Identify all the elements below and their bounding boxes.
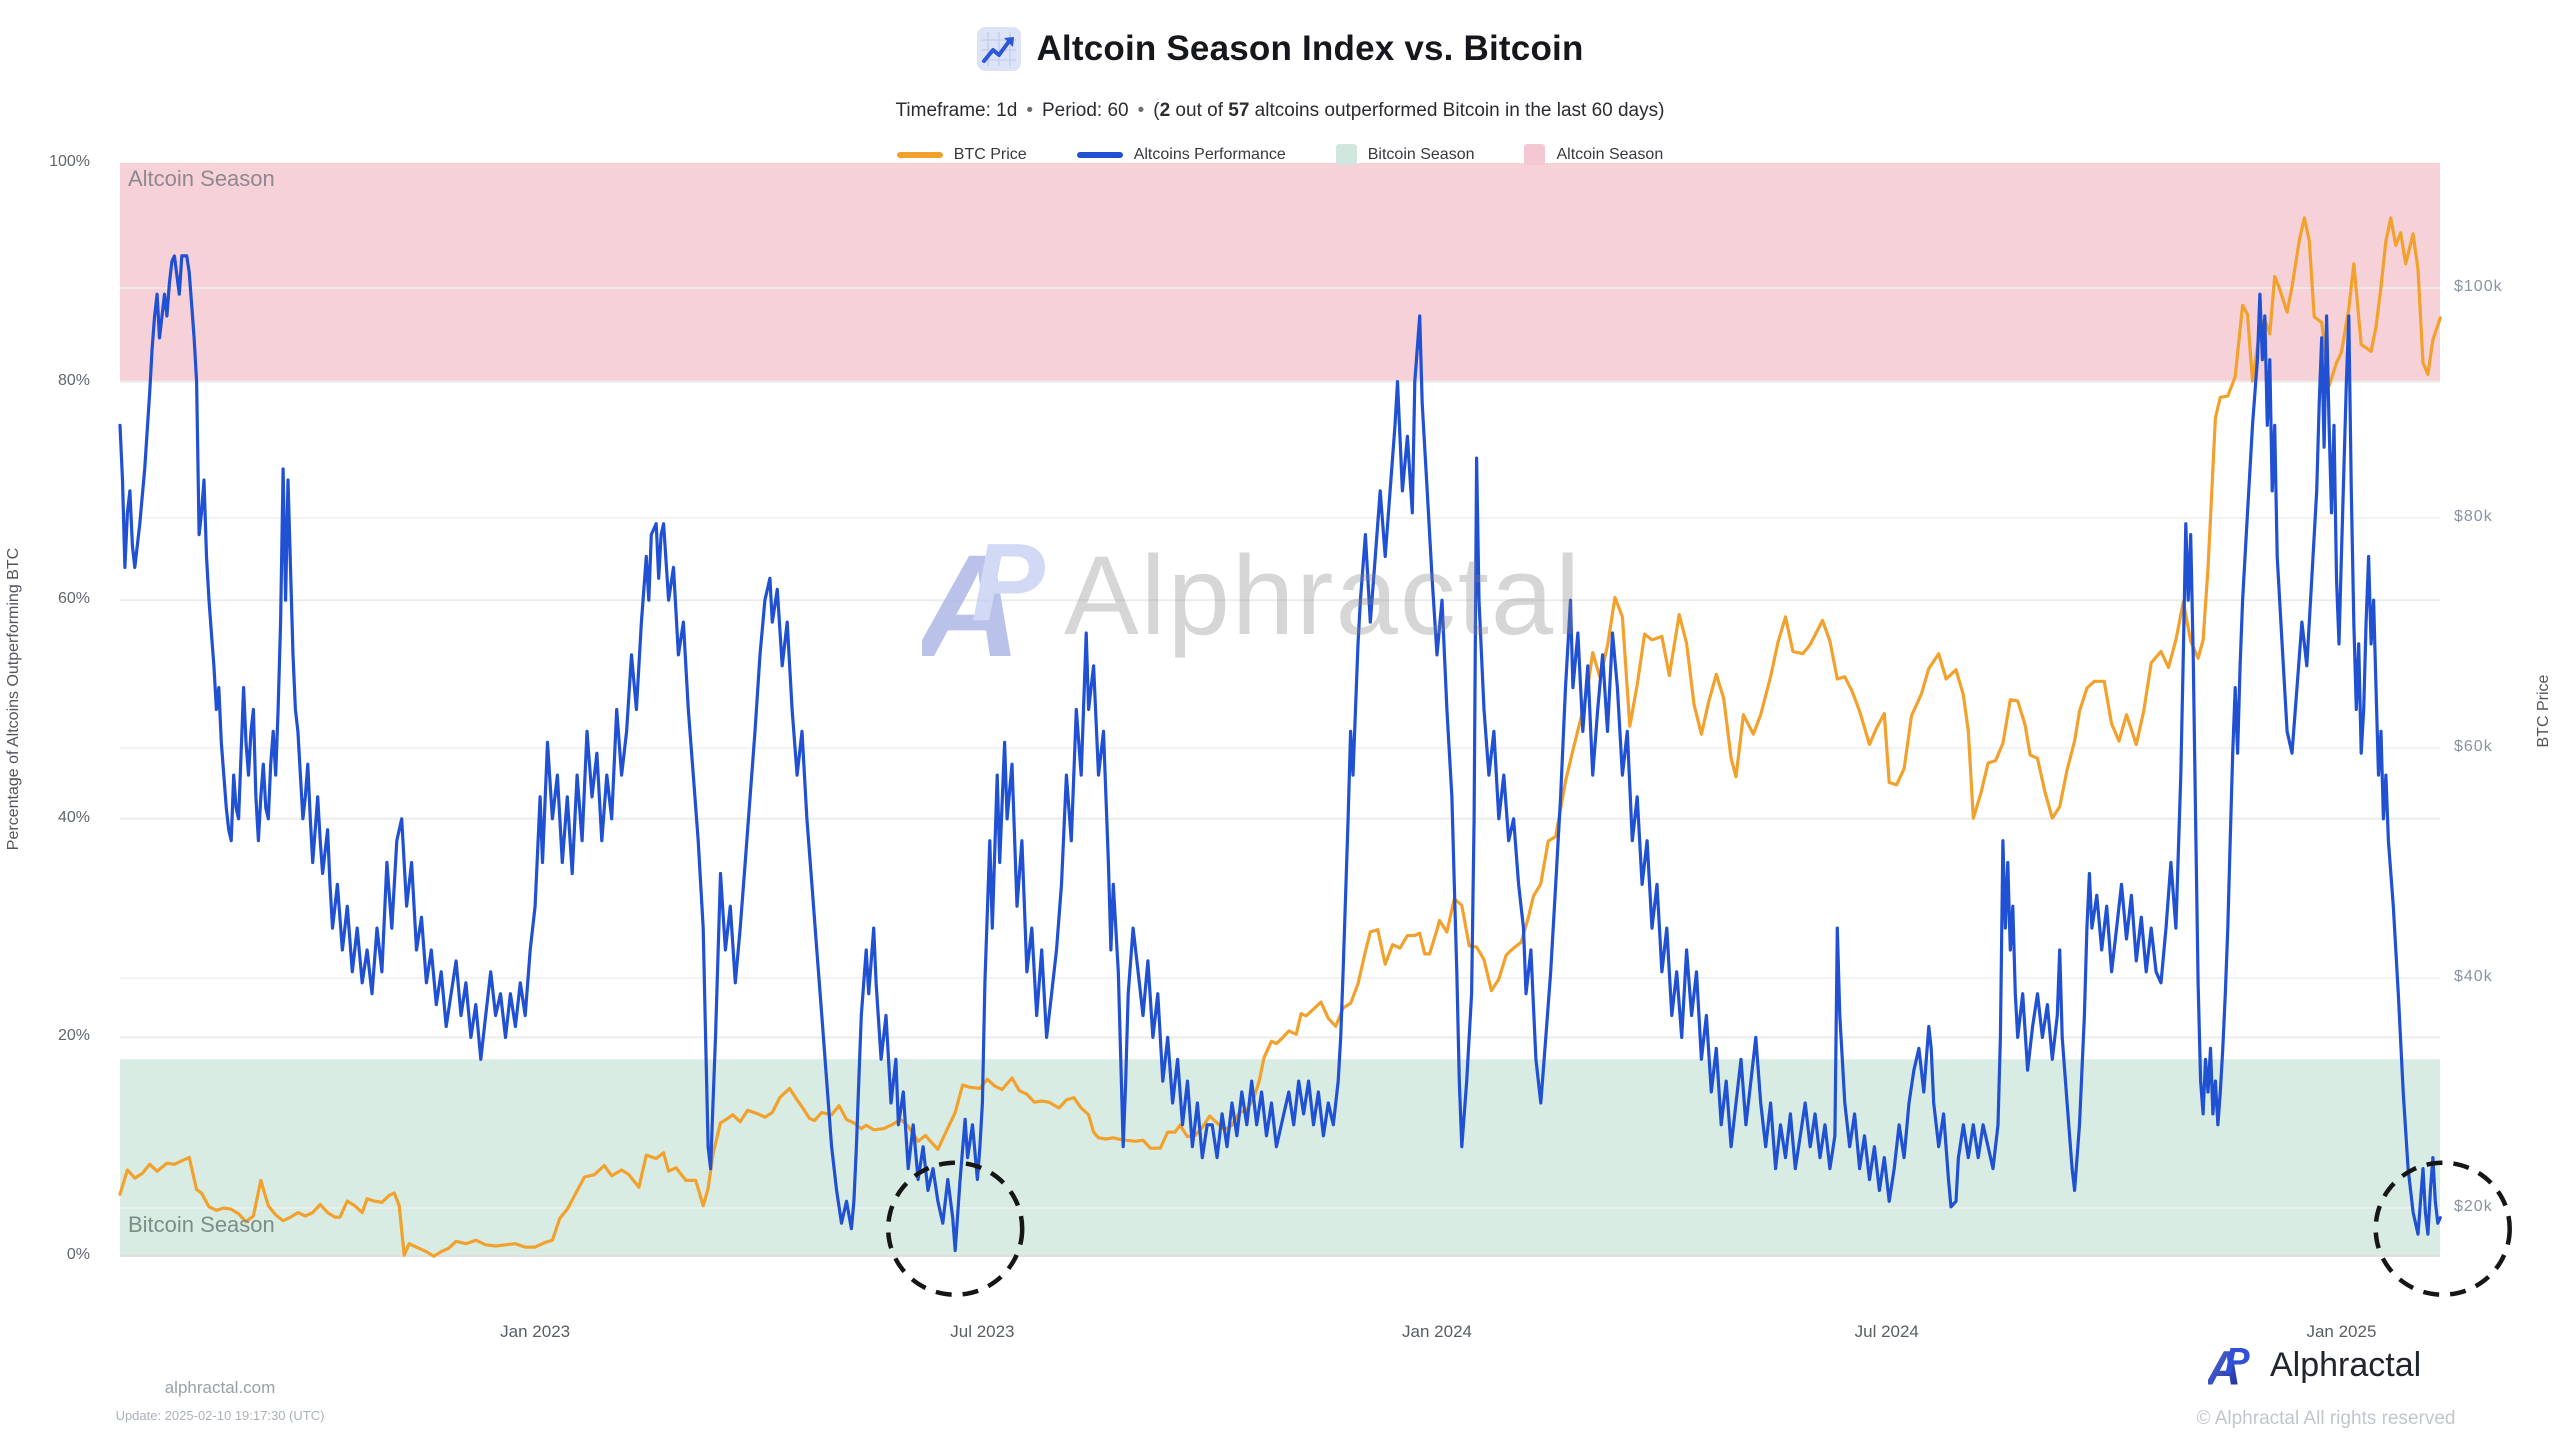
legend-item-btc-price[interactable]: BTC Price [896, 145, 1027, 164]
legend-label: BTC Price [953, 145, 1027, 163]
y-left-tick-label: 80% [57, 371, 90, 389]
y-right-tick-label: $100k [2454, 278, 2503, 295]
svg-text:P: P [2225, 1340, 2250, 1381]
y-right-tick-label: $80k [2454, 508, 2493, 525]
legend-label: Bitcoin Season [1367, 145, 1475, 163]
chart-header: Altcoin Season Index vs. Bitcoin [0, 26, 2560, 72]
btc-price-line-swatch [896, 151, 943, 158]
season-band [120, 1059, 2440, 1256]
y-left-tick-label: 100% [49, 153, 90, 170]
x-tick-label: Jan 2025 [2306, 1322, 2377, 1341]
y-left-tick-label: 40% [57, 808, 90, 826]
chart-subtitle: Timeframe: 1d • Period: 60 • (2 out of 57 al… [895, 100, 1665, 121]
x-tick-label: Jan 2024 [1402, 1322, 1473, 1341]
x-tick-label: Jul 2023 [950, 1322, 1015, 1341]
annotation-circle-feb-2025-low [2373, 1160, 2512, 1297]
altcoins-performance-line-swatch [1076, 151, 1123, 158]
y-right-tick-label: $40k [2454, 968, 2493, 985]
alphractal-logo-icon: A P [2208, 1340, 2250, 1390]
page-title: Altcoin Season Index vs. Bitcoin [1036, 29, 1584, 68]
legend-item-altcoin-season[interactable]: Altcoin Season [1524, 144, 1663, 165]
y-left-tick-label: 20% [57, 1027, 90, 1045]
svg-text:A: A [2208, 1341, 2241, 1390]
update-timestamp: Update: 2025-02-10 19:17:30 (UTC) [115, 1408, 325, 1423]
copyright-notice: © Alphractal All rights reserved [2196, 1408, 2456, 1429]
chart-increasing-icon [977, 27, 1022, 71]
y-axis-right-ticks: $20k $40k $60k $80k $100k [2454, 0, 2560, 1440]
brand-footer: A P Alphractal [2208, 1340, 2421, 1390]
altcoin-season-box-swatch [1524, 144, 1546, 165]
legend-item-bitcoin-season[interactable]: Bitcoin Season [1335, 144, 1475, 165]
btc-price-line [118, 216, 2442, 1258]
y-left-tick-label: 60% [57, 590, 90, 608]
bitcoin-season-box-swatch [1335, 144, 1357, 165]
chart-legend: BTC Price Altcoins Performance Bitcoin S… [0, 144, 2560, 165]
y-axis-left-ticks: 0% 20% 40% 60% 80% 100% [0, 0, 104, 1440]
legend-item-altcoins-performance[interactable]: Altcoins Performance [1076, 145, 1286, 164]
altcoins-performance-line [118, 254, 2442, 1253]
altcoin-season-band-label: Altcoin Season [128, 166, 275, 191]
y-left-tick-label: 0% [66, 1246, 90, 1263]
x-tick-label: Jul 2024 [1854, 1322, 1919, 1341]
site-label: alphractal.com [164, 1378, 276, 1397]
bitcoin-season-band-label: Bitcoin Season [128, 1212, 275, 1237]
y-right-tick-label: $20k [2454, 1198, 2493, 1215]
legend-label: Altcoins Performance [1133, 145, 1286, 163]
brand-name: Alphractal [2270, 1345, 2422, 1384]
y-right-tick-label: $60k [2454, 738, 2493, 755]
annotation-circle-jun-2023-low [885, 1160, 1025, 1297]
y-axis-left-title: Percentage of Altcoins Outperforming BTC [5, 547, 22, 851]
y-axis-right-title: BTC Price [2535, 674, 2552, 748]
legend-label: Altcoin Season [1556, 145, 1664, 163]
x-tick-label: Jan 2023 [500, 1322, 571, 1341]
season-band [120, 163, 2440, 382]
